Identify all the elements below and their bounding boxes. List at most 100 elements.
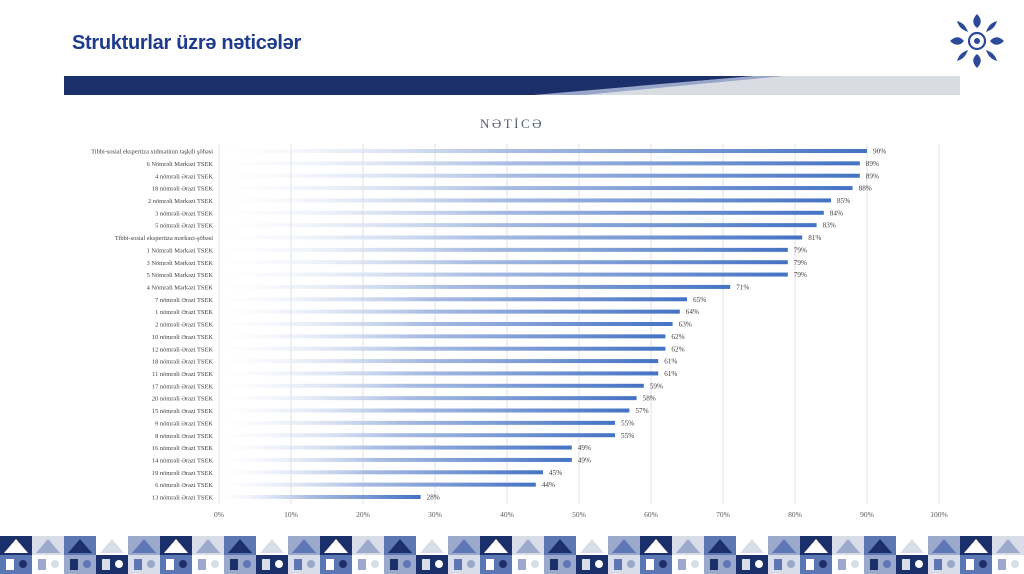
bar bbox=[219, 235, 803, 240]
category-label: 18 nömrəli Ərazi TSEK bbox=[152, 359, 213, 366]
category-label: 2 nömrəli Mərkəzi TSEK bbox=[148, 198, 213, 205]
bar bbox=[219, 309, 680, 314]
bar bbox=[219, 457, 572, 462]
value-label: 44% bbox=[542, 481, 555, 489]
x-tick-label: 20% bbox=[356, 510, 370, 519]
bar bbox=[219, 284, 731, 289]
bar bbox=[219, 322, 673, 326]
bar bbox=[219, 470, 543, 475]
x-tick-label: 80% bbox=[788, 510, 802, 519]
category-label: 1 nömrəli Ərazi TSEK bbox=[155, 309, 213, 316]
snowflake-ornament-logo-icon bbox=[950, 14, 1004, 68]
value-label: 28% bbox=[427, 494, 440, 502]
value-label: 79% bbox=[794, 246, 807, 254]
value-label: 85% bbox=[837, 197, 850, 205]
value-label: 84% bbox=[830, 209, 843, 217]
value-label: 89% bbox=[866, 160, 879, 168]
category-label: 20 nömrəli Ərazi TSEK bbox=[152, 396, 213, 403]
category-label: 5 nömrəli Ərazi TSEK bbox=[155, 223, 213, 230]
value-label: 62% bbox=[671, 333, 684, 341]
bar bbox=[219, 223, 817, 228]
value-label: 71% bbox=[736, 284, 749, 292]
category-label: 17 nömrəli Ərazi TSEK bbox=[152, 383, 213, 390]
value-label: 90% bbox=[873, 148, 886, 156]
x-tick-label: 60% bbox=[644, 510, 658, 519]
x-tick-label: 0% bbox=[214, 510, 224, 519]
bar bbox=[219, 346, 666, 351]
bar bbox=[219, 371, 659, 376]
value-label: 49% bbox=[578, 457, 591, 465]
value-label: 63% bbox=[679, 321, 692, 329]
bar bbox=[219, 161, 860, 166]
value-label: 58% bbox=[643, 395, 656, 403]
geometric-tile-pattern-icon bbox=[0, 536, 1024, 574]
value-label: 57% bbox=[635, 407, 648, 415]
value-label: 79% bbox=[794, 271, 807, 279]
category-label: 6 nömrəli Ərazi TSEK bbox=[155, 482, 213, 489]
bar bbox=[219, 383, 644, 388]
value-label: 55% bbox=[621, 432, 634, 440]
value-label: 83% bbox=[823, 222, 836, 230]
header-band bbox=[64, 76, 960, 95]
x-tick-label: 40% bbox=[500, 510, 514, 519]
category-label: 3 Nömrəli Mərkəzi TSEK bbox=[147, 260, 214, 267]
value-label: 61% bbox=[664, 370, 677, 378]
bar-chart: NƏTİCƏ 0% 10% 20% 30% 40% 50% 60% 70% 80% 90% 100% T… bbox=[91, 116, 948, 519]
category-label: 15 nömrəli Ərazi TSEK bbox=[152, 408, 213, 415]
bar bbox=[219, 173, 860, 178]
bar bbox=[219, 198, 831, 203]
value-label: 89% bbox=[866, 172, 879, 180]
bar bbox=[219, 396, 637, 401]
value-label: 88% bbox=[859, 185, 872, 193]
bar bbox=[219, 420, 615, 425]
bar bbox=[219, 408, 630, 413]
value-label: 65% bbox=[693, 296, 706, 304]
x-tick-label: 30% bbox=[428, 510, 442, 519]
value-label: 49% bbox=[578, 444, 591, 452]
chart-title: NƏTİCƏ bbox=[480, 116, 544, 131]
category-label: Tibbi-sosial ekspertiza mərkəzi-şöbəsi bbox=[115, 235, 213, 242]
value-label: 55% bbox=[621, 419, 634, 427]
value-label: 81% bbox=[808, 234, 821, 242]
bar bbox=[219, 482, 536, 487]
bar bbox=[219, 260, 788, 265]
x-tick-label: 90% bbox=[860, 510, 874, 519]
category-label: Tibbi-sosial ekspertiza xidmətinin təşki… bbox=[91, 149, 213, 156]
bar bbox=[219, 272, 788, 277]
bar bbox=[219, 210, 824, 215]
category-label: 18 nömrəli Ərazi TSEK bbox=[152, 186, 213, 193]
category-label: 11 nömrəli Ərazi TSEK bbox=[152, 371, 213, 378]
value-label: 45% bbox=[549, 469, 562, 477]
category-label: 4 Nömrəli Mərkəzi TSEK bbox=[147, 285, 214, 292]
x-tick-label: 10% bbox=[284, 510, 298, 519]
category-label: 3 nömrəli Ərazi TSEK bbox=[155, 210, 213, 217]
category-label: 6 Nömrəli Mərkəzi TSEK bbox=[147, 161, 214, 168]
category-label: 2 nömrəli Ərazi TSEK bbox=[155, 322, 213, 329]
bar bbox=[219, 433, 615, 438]
slide-title: Strukturlar üzrə nəticələr bbox=[72, 32, 301, 54]
category-label: 19 nömrəli Ərazi TSEK bbox=[152, 470, 213, 477]
category-label: 5 Nömrəli Mərkəzi TSEK bbox=[147, 272, 214, 279]
bar bbox=[219, 149, 867, 153]
category-label: 12 nömrəli Ərazi TSEK bbox=[152, 346, 213, 353]
bar bbox=[219, 186, 853, 191]
value-label: 62% bbox=[671, 345, 684, 353]
bar bbox=[219, 297, 687, 302]
category-label: 8 nömrəli Ərazi TSEK bbox=[155, 433, 213, 440]
bar bbox=[219, 445, 572, 450]
category-label: 13 nömrəli Ərazi TSEK bbox=[152, 495, 213, 502]
bar bbox=[219, 495, 421, 499]
category-label: 4 nömrəli Ərazi TSEK bbox=[155, 173, 213, 180]
category-label: 14 nömrəli Ərazi TSEK bbox=[152, 458, 213, 465]
bar bbox=[219, 334, 666, 339]
x-tick-label: 70% bbox=[716, 510, 730, 519]
x-tick-label: 100% bbox=[930, 510, 948, 519]
bar bbox=[219, 359, 659, 364]
bar bbox=[219, 247, 788, 252]
value-label: 61% bbox=[664, 358, 677, 366]
value-label: 59% bbox=[650, 382, 663, 390]
category-label: 16 nömrəli Ərazi TSEK bbox=[152, 445, 213, 452]
value-label: 79% bbox=[794, 259, 807, 267]
x-tick-label: 50% bbox=[572, 510, 586, 519]
value-label: 64% bbox=[686, 308, 699, 316]
